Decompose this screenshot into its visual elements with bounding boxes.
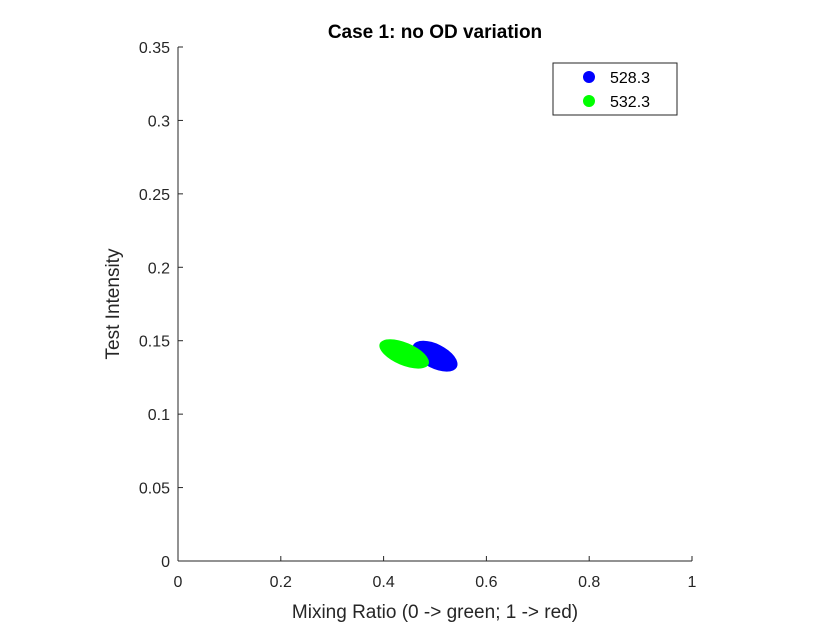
y-tick-label: 0.2 (148, 260, 170, 277)
data-clouds (379, 339, 458, 372)
legend-marker-532-3 (583, 95, 595, 107)
legend: 528.3 532.3 (552, 62, 678, 116)
y-tick-label: 0.35 (139, 40, 170, 57)
x-ticks: 0 0.2 0.4 0.6 0.8 1 (174, 556, 697, 591)
data-cloud-532-3 (379, 339, 429, 369)
legend-marker-528-3 (583, 71, 595, 83)
x-tick-label: 0.4 (372, 574, 394, 591)
y-tick-label: 0.1 (148, 407, 170, 424)
y-tick-label: 0.3 (148, 113, 170, 130)
y-axis-label: Test Intensity (103, 248, 124, 359)
chart-title: Case 1: no OD variation (328, 22, 542, 43)
x-axis-label: Mixing Ratio (0 -> green; 1 -> red) (292, 602, 578, 623)
x-tick-label: 0.2 (270, 574, 292, 591)
legend-label-532-3: 532.3 (610, 94, 650, 111)
x-tick-label: 0.8 (578, 574, 600, 591)
data-cloud-528-3 (412, 340, 458, 372)
x-tick-label: 1 (688, 574, 697, 591)
legend-box (552, 62, 678, 116)
y-ticks: 0 0.05 0.1 0.15 0.2 0.25 0.3 0.35 (139, 40, 183, 571)
y-tick-label: 0.15 (139, 334, 170, 351)
legend-label-528-3: 528.3 (610, 70, 650, 87)
y-tick-label: 0 (161, 554, 170, 571)
y-tick-label: 0.25 (139, 187, 170, 204)
plot-area (178, 47, 692, 561)
x-tick-label: 0.6 (475, 574, 497, 591)
y-tick-label: 0.05 (139, 481, 170, 498)
x-tick-label: 0 (174, 574, 183, 591)
